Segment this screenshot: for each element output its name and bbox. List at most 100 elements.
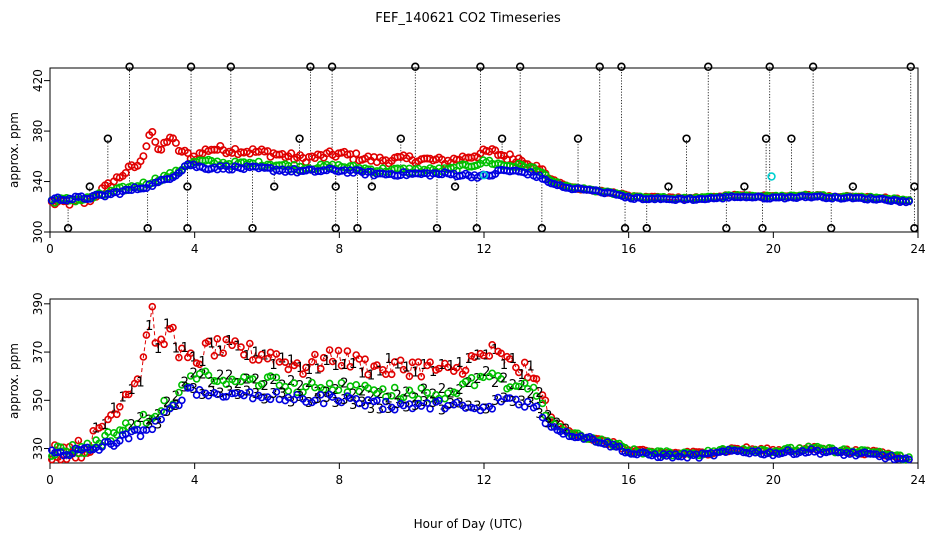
bottom-point-2 [355,387,364,396]
bottom-point-3 [801,448,810,457]
bottom-point-3 [547,423,556,431]
bottom-glyph-2: 2 [269,373,277,388]
bottom-point-1 [316,364,325,373]
top-flag-point [765,62,774,71]
bottom-point-1 [98,422,106,431]
bottom-glyph-1: 1 [172,341,180,356]
bottom-point-1 [361,355,369,364]
bottom-point-1 [204,337,213,346]
top-flag-point [450,182,460,191]
bottom-point-3 [538,413,547,422]
x-axis-label: Hour of Day (UTC) [414,517,523,531]
top-flag-point [327,62,337,71]
bottom-point-2 [512,382,520,390]
bottom-point-1 [426,358,434,367]
bottom-glyph-3: 3 [190,382,198,397]
bottom-x-tick-label: 0 [46,473,54,487]
top-point-series1 [260,147,269,156]
bottom-point-1 [470,353,479,362]
bottom-glyph-3: 3 [402,400,410,415]
bottom-point-1 [263,354,272,363]
bottom-y-tick-label: 350 [31,389,45,412]
top-panel: 0 4 8 12 16 20 24 300 340 380 420 approx. ppm [7,62,926,256]
top-x-tick-label: 0 [46,242,54,256]
top-flag-point [906,62,915,71]
bottom-point-1 [121,390,130,399]
bottom-point-1 [246,339,254,348]
bottom-point-1 [151,339,160,347]
top-flag-point [331,182,340,191]
bottom-point-3 [834,448,842,457]
bottom-glyph-3: 3 [358,396,366,411]
bottom-glyph-1: 1 [402,361,410,376]
bottom-glyph-2: 2 [198,367,206,382]
bottom-point-1 [116,402,124,411]
top-flag-point [226,62,236,71]
bottom-glyph-2: 2 [473,372,481,387]
bottom-point-1 [74,436,83,445]
bottom-point-2 [160,396,168,405]
top-flag-point [411,62,420,71]
top-point-series2 [346,162,355,171]
bottom-point-2 [195,369,204,378]
bottom-point-2 [461,377,470,386]
bottom-point-3 [293,390,301,399]
bottom-glyph-3: 3 [323,391,331,406]
bottom-point-3 [272,388,281,396]
bottom-point-2 [423,388,432,397]
bottom-point-2 [204,371,213,380]
top-flag-point [183,224,192,233]
bottom-point-2 [343,388,352,396]
bottom-point-3 [266,395,275,404]
bottom-point-2 [257,380,266,388]
top-point-series3 [364,167,373,176]
bottom-x-tick-label: 12 [476,473,491,487]
bottom-point-1 [195,360,204,369]
bottom-glyph-2: 2 [535,386,543,401]
bottom-point-3 [435,396,443,405]
bottom-point-1 [299,370,307,378]
bottom-glyph-1: 1 [136,375,144,390]
bottom-point-3 [160,408,168,417]
top-aux-point [767,172,776,181]
bottom-glyph-3: 3 [331,396,339,411]
bottom-point-1 [213,334,222,343]
bottom-point-3 [373,396,381,405]
bottom-glyph-2: 2 [553,416,561,431]
top-flag-point [826,224,836,233]
bottom-glyph-1: 1 [154,342,162,357]
bottom-glyph-2: 2 [163,395,171,410]
bottom-y-tick-label: 390 [31,292,45,315]
bottom-glyph-2: 2 [136,411,144,426]
bottom-glyph-1: 1 [500,358,508,373]
bottom-point-1 [186,349,195,358]
bottom-point-3 [53,448,62,457]
bottom-glyph-2: 2 [260,379,268,394]
bottom-y-tick-label: 370 [31,341,45,364]
top-point-series3 [139,184,148,193]
bottom-point-1 [222,335,230,344]
bottom-glyph-3: 3 [287,395,295,410]
bottom-point-1 [219,349,227,358]
top-point-series1 [210,145,219,154]
top-flag-point [143,224,152,233]
top-flag-point [848,182,858,191]
bottom-point-2 [142,419,151,427]
bottom-glyph-3: 3 [535,407,543,422]
bottom-glyph-1: 1 [456,356,464,371]
bottom-point-1 [435,364,443,373]
top-flag-point [515,62,525,71]
top-point-series1 [148,128,157,137]
bottom-point-1 [284,365,293,374]
bottom-glyph-1: 1 [296,361,304,376]
top-flag-point [682,134,691,143]
top-point-series1 [157,145,166,154]
top-flag-point [617,62,626,71]
bottom-glyph-1: 1 [110,402,118,417]
bottom-point-1 [302,363,310,372]
bottom-glyph-1: 1 [526,360,534,375]
bottom-glyph-2: 2 [518,379,526,394]
bottom-glyph-3: 3 [278,386,286,401]
bottom-glyph-1: 1 [340,358,348,373]
